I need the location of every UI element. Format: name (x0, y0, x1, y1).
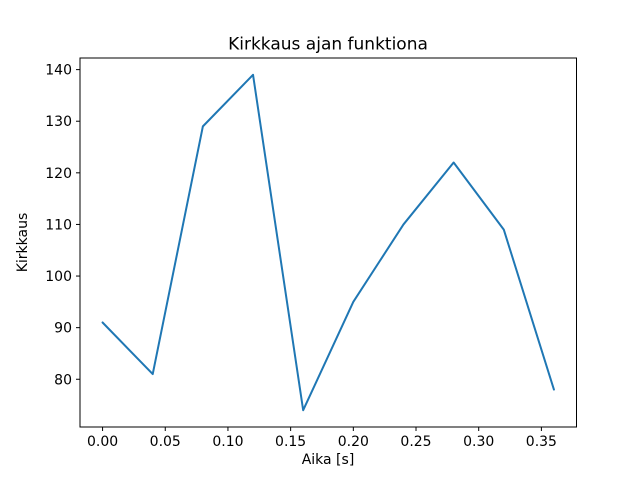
y-tick-label: 130 (45, 114, 72, 130)
x-tick-label: 0.05 (150, 434, 181, 450)
data-line-kirkkaus (101, 73, 555, 412)
y-tick-label: 140 (45, 63, 72, 79)
x-tick-label: 0.10 (212, 434, 243, 450)
y-tick-label: 120 (45, 166, 72, 182)
chart-title: Kirkkaus ajan funktiona (228, 35, 428, 55)
x-axis-label: Aika [s] (302, 452, 355, 468)
plot-area: 0.00 0.05 0.10 0.15 0.20 0.25 0.30 0.35 80 90 100 1… (45, 63, 557, 450)
y-tick-label: 80 (54, 372, 72, 388)
x-tick-label: 0.00 (87, 434, 118, 450)
x-tick-label: 0.25 (400, 434, 431, 450)
y-axis-label: Kirkkaus (15, 213, 31, 273)
x-tick-label: 0.35 (526, 434, 557, 450)
axes-frame (79, 57, 577, 428)
x-tick-label: 0.20 (338, 434, 369, 450)
y-tick-label: 100 (45, 269, 72, 285)
x-tick-label: 0.15 (275, 434, 306, 450)
y-tick-label: 90 (54, 321, 72, 337)
y-tick-label: 110 (45, 217, 72, 233)
x-tick-label: 0.30 (463, 434, 494, 450)
